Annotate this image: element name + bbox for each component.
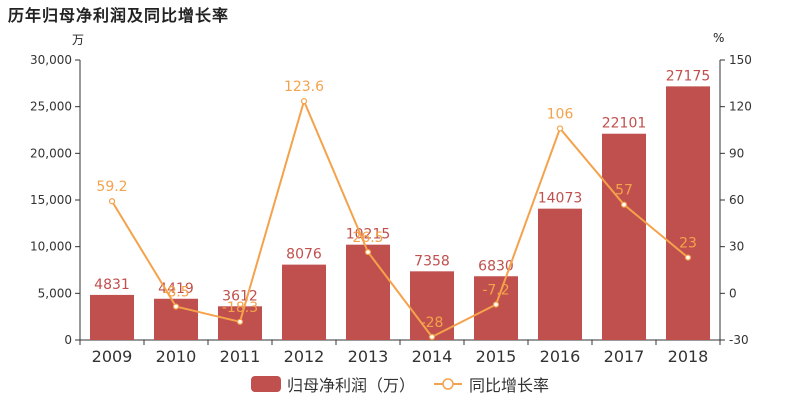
growth-line <box>111 98 689 339</box>
bar <box>538 208 582 340</box>
x-axis-tick-label: 2017 <box>604 347 645 366</box>
right-axis-tick-label: 60 <box>729 193 744 207</box>
legend-line-label: 同比增长率 <box>469 376 550 395</box>
growth-point <box>684 254 692 261</box>
growth-value-label: -7.2 <box>482 283 509 299</box>
x-axis-tick-label: 2015 <box>476 347 517 366</box>
growth-point <box>428 333 436 340</box>
legend-item-bar[interactable]: 归母净利润（万） <box>250 372 415 396</box>
bar-value-label: 4831 <box>94 277 130 293</box>
growth-point <box>620 201 628 208</box>
growth-value-label: 23 <box>679 236 697 252</box>
bar <box>90 294 134 340</box>
x-axis-tick-label: 2018 <box>668 347 709 366</box>
line-swatch-icon <box>434 378 462 390</box>
right-axis-tick-label: 150 <box>729 53 752 67</box>
x-axis-tick-label: 2009 <box>92 347 133 366</box>
right-axis-tick-label: 120 <box>729 100 752 114</box>
bar-value-label: 10215 <box>346 227 391 243</box>
bar <box>602 133 646 340</box>
x-axis-tick-label: 2012 <box>284 347 325 366</box>
growth-point <box>236 318 244 325</box>
left-axis-tick-label: 10,000 <box>30 240 72 254</box>
bar <box>666 86 710 340</box>
x-axis-tick-label: 2016 <box>540 347 581 366</box>
x-axis-tick-label: 2013 <box>348 347 389 366</box>
x-axis-tick-label: 2011 <box>220 347 261 366</box>
growth-value-label: 106 <box>547 106 574 122</box>
growth-point <box>364 249 372 256</box>
x-axis-tick-label: 2014 <box>412 347 453 366</box>
right-axis-tick-label: -30 <box>729 333 749 347</box>
legend-bar-label: 归母净利润（万） <box>286 376 415 395</box>
bar-swatch <box>250 376 281 392</box>
growth-point <box>492 301 500 308</box>
bar-value-label: 7358 <box>414 253 450 269</box>
growth-point <box>172 303 180 310</box>
bar <box>474 276 518 340</box>
bar-value-label: 14073 <box>538 191 583 207</box>
growth-value-label: 123.6 <box>284 79 324 95</box>
left-axis-tick-label: 25,000 <box>30 100 72 114</box>
chart-title: 历年归母净利润及同比增长率 <box>8 6 230 25</box>
right-axis-tick-label: 90 <box>729 146 744 160</box>
left-axis-tick-label: 30,000 <box>30 53 72 67</box>
right-axis-unit: % <box>713 31 725 45</box>
legend: 归母净利润（万） 同比增长率 <box>0 372 800 396</box>
growth-value-label: 26.5 <box>352 230 383 246</box>
left-axis-tick-label: 15,000 <box>30 193 72 207</box>
bar-value-label: 6830 <box>478 258 514 274</box>
growth-point <box>556 125 564 132</box>
legend-item-line[interactable]: 同比增长率 <box>433 372 549 396</box>
growth-point <box>300 97 308 105</box>
bar-value-label: 27175 <box>666 68 711 84</box>
growth-value-label: -28 <box>421 315 444 331</box>
left-axis-tick-label: 5,000 <box>38 286 72 300</box>
left-axis-tick-label: 0 <box>64 333 72 347</box>
bar <box>346 244 390 340</box>
left-axis-tick-label: 20,000 <box>30 146 72 160</box>
bar <box>282 264 326 340</box>
bar-value-label: 8076 <box>286 247 322 263</box>
left-axis-unit: 万 <box>72 33 85 47</box>
bar-value-label: 22101 <box>602 116 647 132</box>
growth-value-label: -8.5 <box>162 285 189 301</box>
growth-point <box>108 198 116 205</box>
right-axis-tick-label: 0 <box>729 286 737 300</box>
growth-value-label: -18.3 <box>222 300 258 316</box>
right-axis-tick-label: 30 <box>729 240 744 254</box>
legend-line-marker <box>442 378 454 390</box>
growth-value-label: 57 <box>615 183 633 199</box>
x-axis-tick-label: 2010 <box>156 347 197 366</box>
growth-value-label: 59.2 <box>96 179 127 195</box>
